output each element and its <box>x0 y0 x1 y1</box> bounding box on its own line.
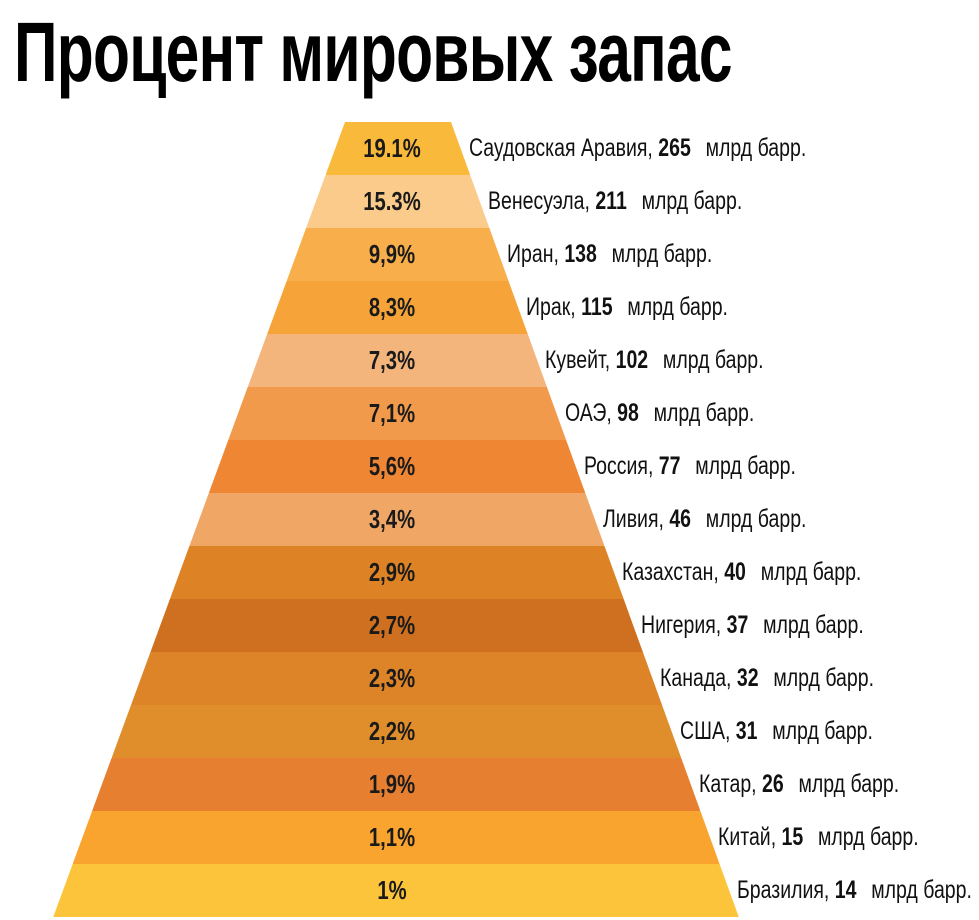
country-name: Кувейт, <box>545 346 616 374</box>
reserve-amount: 14 <box>834 876 857 904</box>
reserve-amount: 98 <box>616 399 639 427</box>
pyramid-band <box>267 281 528 334</box>
pyramid-band <box>247 334 547 387</box>
country-name: Россия, <box>583 452 659 480</box>
reserve-amount: 115 <box>581 293 613 321</box>
pyramid-band <box>131 652 663 705</box>
unit-label: млрд барр. <box>635 187 743 215</box>
percent-label: 1,9% <box>368 769 416 799</box>
reserve-amount: 37 <box>726 611 749 639</box>
reserve-amount: 265 <box>657 134 691 162</box>
country-label: Китай, 15 млрд барр. <box>718 811 919 864</box>
reserve-amount: 32 <box>737 664 760 692</box>
pyramid-band <box>92 758 701 811</box>
country-label: США, 31 млрд барр. <box>680 705 873 758</box>
pyramid-band <box>53 864 739 917</box>
unit-label: млрд барр. <box>606 240 713 268</box>
pyramid-band <box>306 175 490 228</box>
percent-label: 8,3% <box>368 292 416 322</box>
unit-label: млрд барр. <box>766 717 873 745</box>
country-label: Ливия, 46 млрд барр. <box>603 493 806 546</box>
pyramid-band <box>111 705 681 758</box>
unit-label: млрд барр. <box>768 664 875 692</box>
unit-label: млрд барр. <box>622 293 729 321</box>
pyramid-band <box>72 811 720 864</box>
pyramid-band <box>286 228 509 281</box>
reserve-amount: 77 <box>658 452 681 480</box>
unit-label: млрд барр. <box>792 770 899 798</box>
reserve-amount: 138 <box>564 240 597 268</box>
unit-label: млрд барр. <box>699 134 806 162</box>
percent-label: 19.1% <box>363 133 421 163</box>
percent-label: 2,3% <box>368 663 416 693</box>
unit-label: млрд барр. <box>757 611 865 639</box>
pyramid-band <box>150 599 643 652</box>
country-label: Венесуэла, 211 млрд барр. <box>488 175 742 228</box>
unit-label: млрд барр. <box>866 876 973 904</box>
country-label: Иран, 138 млрд барр. <box>507 228 712 281</box>
country-label: Нигерия, 37 млрд барр. <box>641 599 864 652</box>
percent-label: 2,2% <box>368 716 416 746</box>
country-label: Казахстан, 40 млрд барр. <box>622 546 861 599</box>
reserve-amount: 46 <box>669 505 691 533</box>
percent-label: 1% <box>377 875 407 905</box>
reserve-amount: 26 <box>761 770 784 798</box>
country-name: США, <box>679 717 736 745</box>
pyramid-band <box>325 122 470 175</box>
percent-label: 7,3% <box>368 345 416 375</box>
reserve-amount: 211 <box>595 187 627 215</box>
country-label: Канада, 32 млрд барр. <box>660 652 874 705</box>
reserve-amount: 102 <box>615 346 649 374</box>
country-name: Катар, <box>698 770 762 798</box>
country-name: Бразилия, <box>737 876 835 904</box>
country-label: Саудовская Аравия, 265 млрд барр. <box>469 122 806 175</box>
unit-label: млрд барр. <box>812 823 919 851</box>
unit-label: млрд барр. <box>647 399 754 427</box>
country-name: Иран, <box>506 240 565 268</box>
country-label: Катар, 26 млрд барр. <box>699 758 899 811</box>
pyramid-band <box>208 440 586 493</box>
country-name: ОАЭ, <box>564 399 617 427</box>
country-name: Китай, <box>718 823 782 851</box>
country-name: Ирак, <box>526 293 582 321</box>
country-name: Канада, <box>660 664 738 692</box>
reserve-amount: 31 <box>735 717 758 745</box>
country-label: Бразилия, 14 млрд барр. <box>737 864 972 917</box>
percent-label: 15.3% <box>363 186 421 216</box>
percent-label: 1,1% <box>368 822 416 852</box>
country-name: Венесуэла, <box>487 187 596 215</box>
pyramid-band <box>189 493 605 546</box>
country-label: Россия, 77 млрд барр. <box>584 440 796 493</box>
reserve-amount: 15 <box>781 823 804 851</box>
pyramid-band <box>228 387 566 440</box>
percent-label: 3,4% <box>368 504 416 534</box>
country-name: Казахстан, <box>622 558 725 586</box>
unit-label: млрд барр. <box>700 505 807 533</box>
country-label: Ирак, 115 млрд барр. <box>526 281 728 334</box>
percent-label: 5,6% <box>368 451 416 481</box>
chart-title: Процент мировых запас <box>14 5 733 99</box>
country-name: Ливия, <box>602 505 670 533</box>
unit-label: млрд барр. <box>657 346 764 374</box>
percent-label: 2,7% <box>368 610 416 640</box>
unit-label: млрд барр. <box>755 558 862 586</box>
country-label: Кувейт, 102 млрд барр. <box>545 334 764 387</box>
country-name: Саудовская Аравия, <box>468 134 658 162</box>
reserve-amount: 40 <box>724 558 746 586</box>
unit-label: млрд барр. <box>689 452 796 480</box>
country-name: Нигерия, <box>641 611 727 639</box>
pyramid-band <box>169 546 624 599</box>
percent-label: 2,9% <box>368 557 416 587</box>
percent-label: 7,1% <box>368 398 416 428</box>
percent-label: 9,9% <box>368 239 416 269</box>
country-label: ОАЭ, 98 млрд барр. <box>565 387 754 440</box>
